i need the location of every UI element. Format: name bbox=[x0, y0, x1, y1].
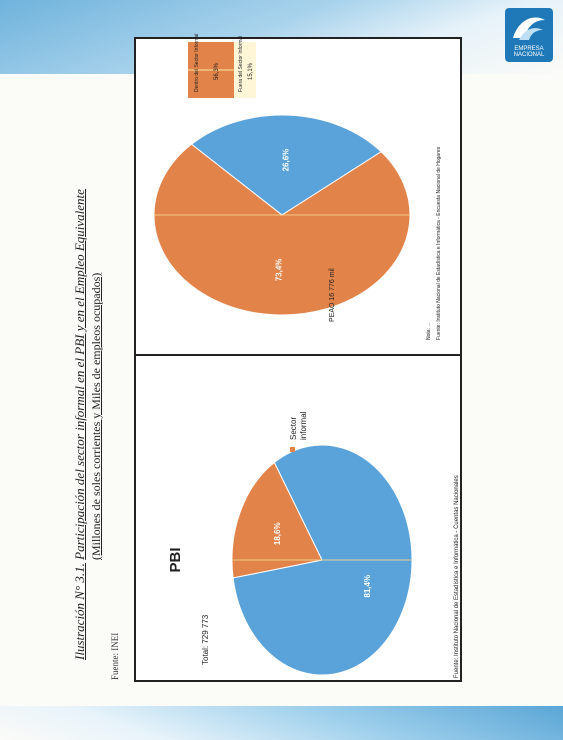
peao-slice-0 bbox=[190, 114, 382, 216]
pbi-legend-line2: informal bbox=[299, 411, 308, 440]
logo-text: EMPRESA NACIONAL bbox=[513, 46, 545, 58]
peao-label-0: 26,6% bbox=[282, 149, 291, 172]
pbi-legend-swatch bbox=[290, 447, 295, 452]
footer-source: Fuente: INEI bbox=[110, 632, 120, 680]
peao-breakdown-inside-value: 56,3% bbox=[214, 62, 220, 80]
logo-wave-icon bbox=[513, 17, 545, 40]
pbi-label-1: 18,6% bbox=[273, 522, 282, 545]
slide-accent-bottom bbox=[0, 706, 563, 740]
peao-slice-1 bbox=[153, 143, 411, 316]
peao-breakdown-outside-value: 15,1% bbox=[248, 62, 254, 80]
peao-breakdown-outside-label: Fuera del Sector Informal bbox=[238, 36, 244, 92]
peao-label-1: 73,4% bbox=[274, 259, 283, 282]
peao-note: Nota: ... bbox=[426, 322, 432, 340]
pbi-total: Total: 729 773 bbox=[201, 614, 210, 665]
pbi-source: Fuente: Instituto Nacional de Estadístic… bbox=[454, 475, 460, 678]
chart-divider bbox=[134, 354, 462, 356]
peao-breakdown-outside-bar bbox=[234, 42, 256, 98]
peao-breakdown-inside-label: Dentro del Sector Informal bbox=[194, 34, 200, 92]
pbi-legend-line1: Sector bbox=[289, 417, 298, 440]
company-logo: EMPRESA NACIONAL bbox=[505, 8, 553, 62]
peao-title: PEAO 16 776 mil bbox=[329, 268, 336, 322]
peao-source: Fuente: Instituto Nacional de Estadístic… bbox=[436, 146, 442, 340]
pbi-label-0: 81,4% bbox=[363, 575, 372, 598]
pbi-slice-1 bbox=[231, 461, 323, 579]
pbi-title: PBI bbox=[167, 547, 184, 572]
